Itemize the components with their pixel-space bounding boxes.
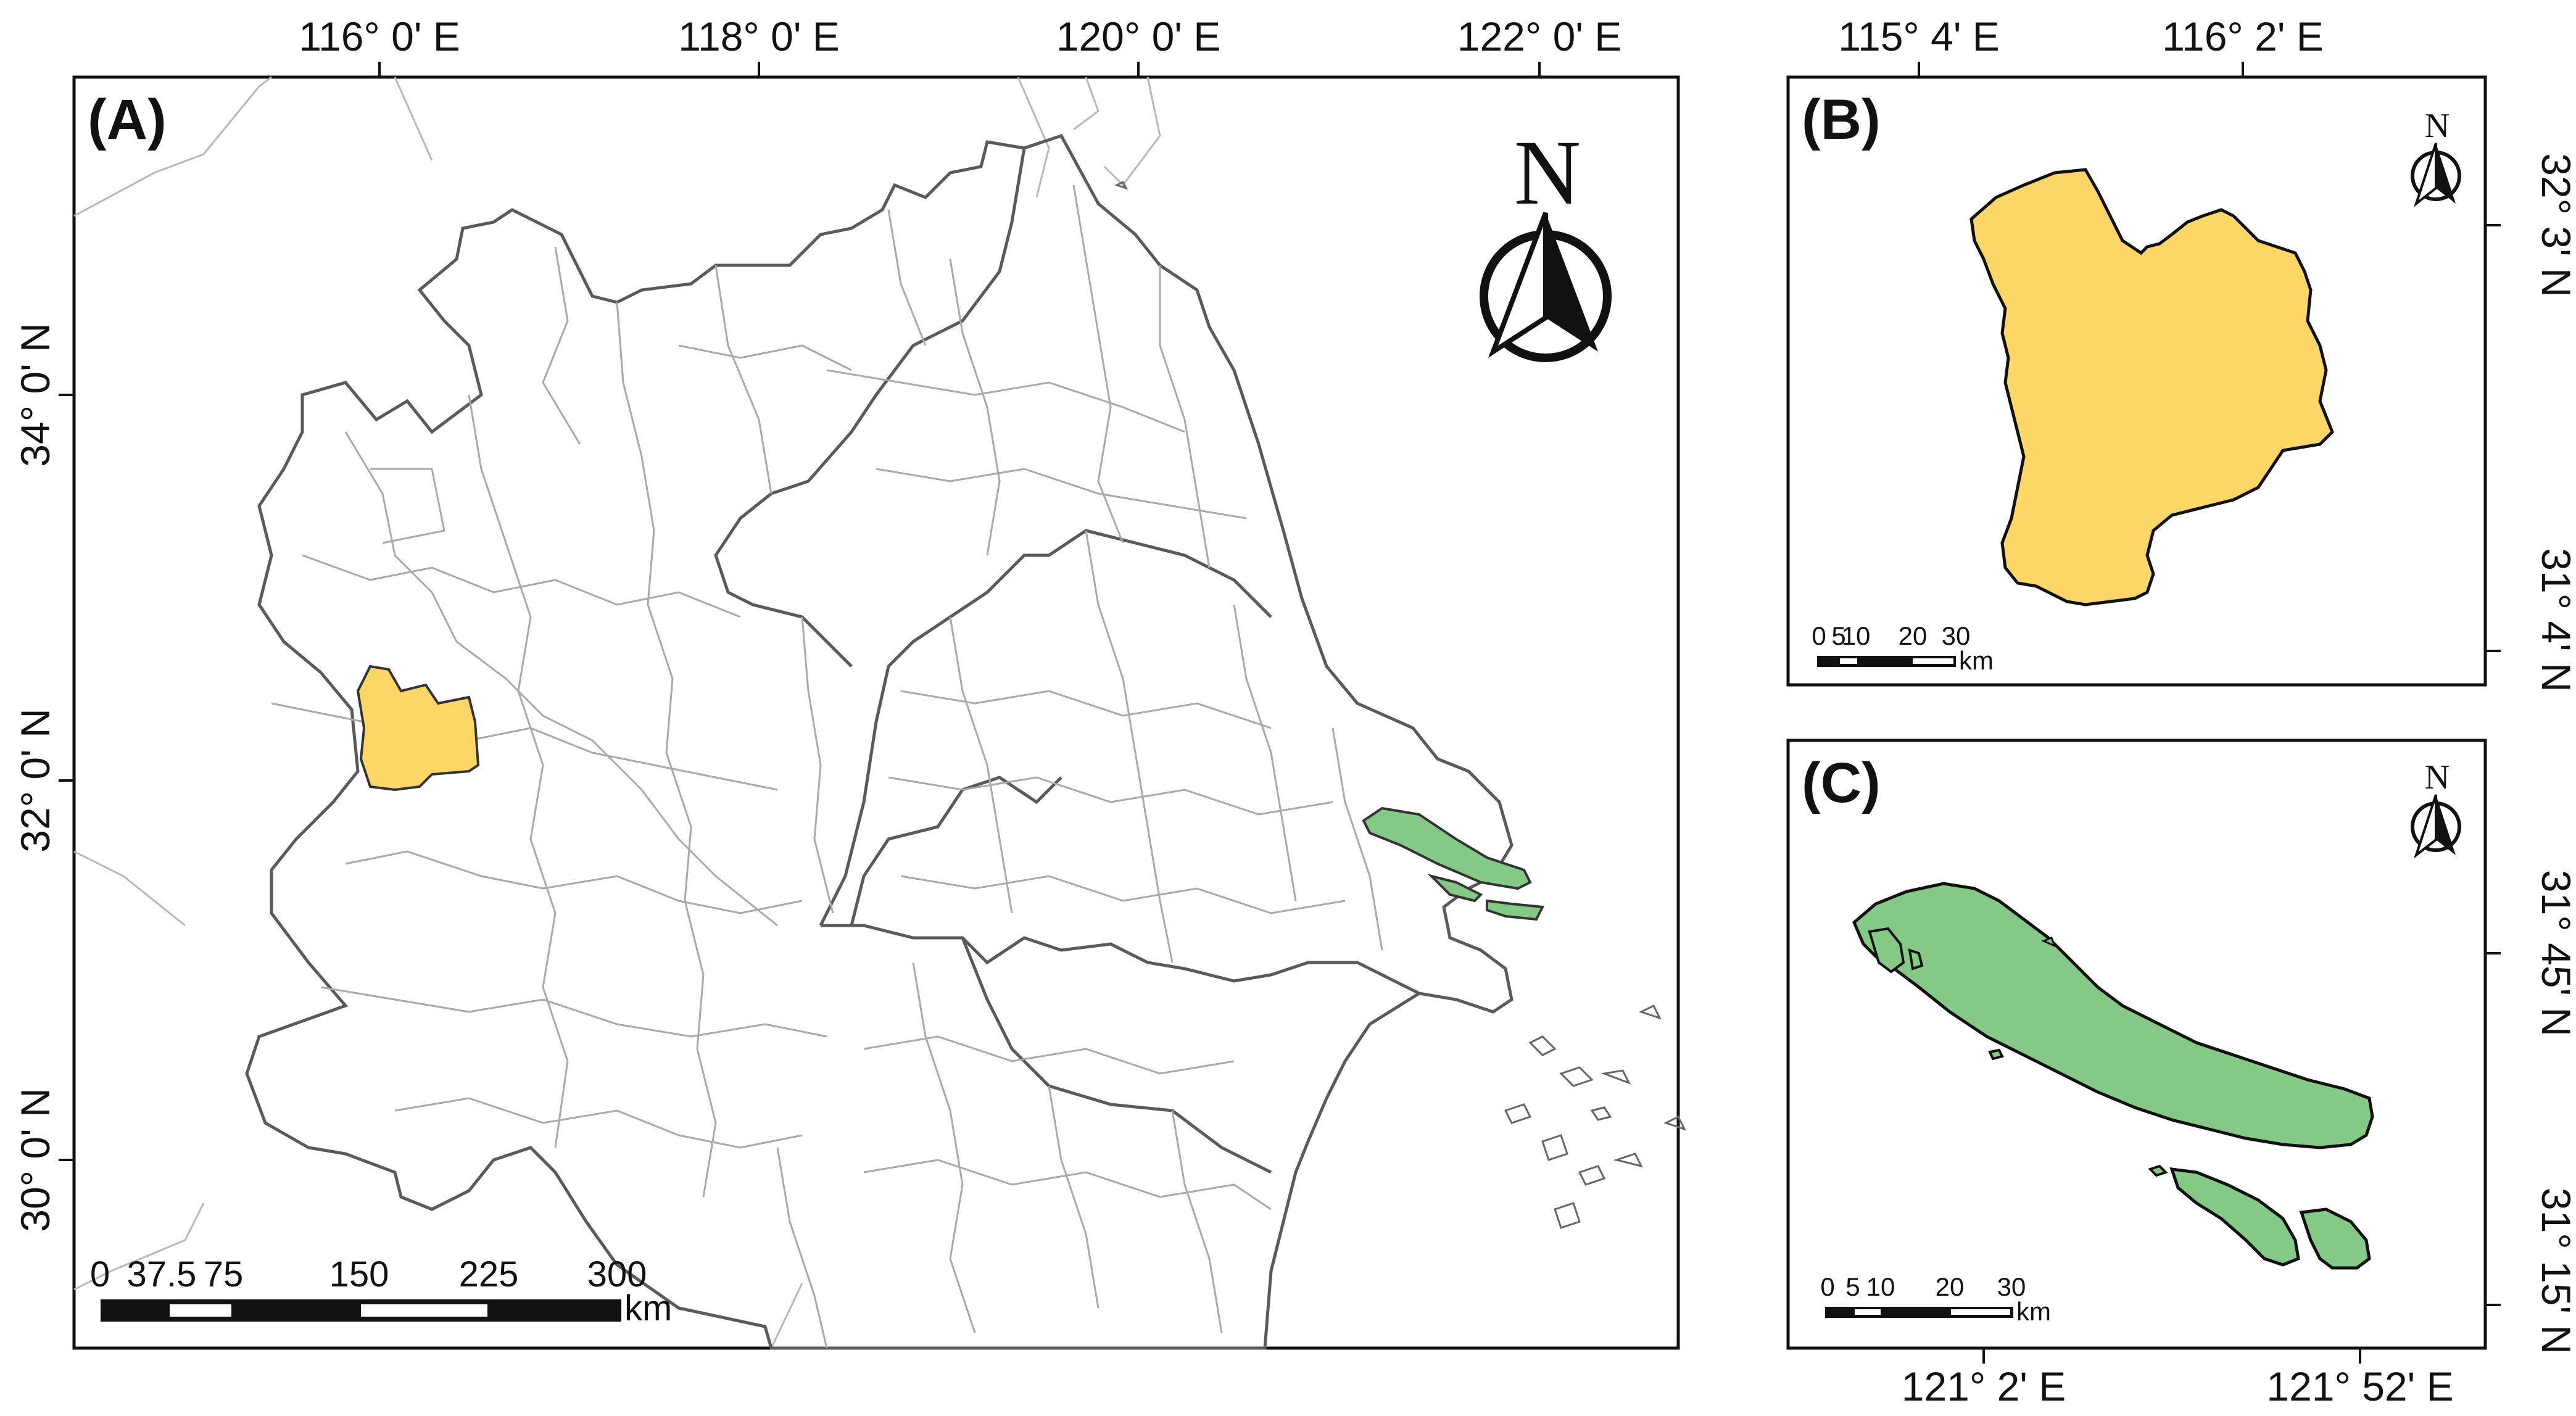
scale-tick-label: 20 bbox=[1899, 621, 1928, 650]
lat-ticks-b: 32° 3' N 31° 4' N bbox=[2485, 153, 2576, 692]
islands bbox=[1114, 180, 1686, 1229]
green-region-detail-tip bbox=[2041, 937, 2056, 948]
lat-tick-label: 31° 15' N bbox=[2533, 1188, 2576, 1354]
scale-tick-label: 37.5 bbox=[127, 1254, 197, 1294]
scale-unit: km bbox=[1959, 646, 1994, 675]
yellow-study-region bbox=[356, 665, 480, 792]
green-study-region-b bbox=[1427, 874, 1483, 903]
neighbor-borders bbox=[73, 76, 1161, 1349]
lon-ticks-a: 116° 0' E 118° 0' E 120° 0' E 122° 0' E bbox=[299, 14, 1621, 77]
green-region-detail-south-1 bbox=[2169, 1167, 2300, 1267]
north-arrow-b: N bbox=[2411, 107, 2461, 207]
scale-tick-label: 20 bbox=[1936, 1272, 1965, 1301]
scale-unit: km bbox=[2016, 1297, 2051, 1326]
panel-b: (B) N 0 5 10 20 30 km 115° 4' E 116° 2' … bbox=[1786, 14, 2576, 692]
lon-tick-label: 120° 0' E bbox=[1056, 14, 1221, 59]
lat-ticks-c: 31° 45' N 31° 15' N bbox=[2485, 870, 2576, 1354]
province-line-west bbox=[714, 147, 1026, 668]
scale-tick-label: 30 bbox=[1997, 1272, 2026, 1301]
scale-tick-label: 5 bbox=[1831, 621, 1845, 650]
scale-tick-label: 300 bbox=[587, 1254, 647, 1294]
scale-tick-label: 225 bbox=[459, 1254, 519, 1294]
study-area-boundary bbox=[245, 133, 1514, 1350]
panel-c-label: (C) bbox=[1802, 751, 1881, 814]
scale-tick-label: 150 bbox=[329, 1254, 389, 1294]
county-boundaries bbox=[271, 184, 1383, 1349]
lon-ticks-c: 121° 2' E 121° 52' E bbox=[1902, 1348, 2454, 1409]
scale-bar-c: 0 5 10 20 30 km bbox=[1820, 1272, 2051, 1326]
panel-b-label: (B) bbox=[1802, 88, 1881, 151]
panel-a: N 0 37.5 75 150 225 300 km (A) 116° 0' E bbox=[12, 14, 1686, 1350]
lon-tick-label: 121° 52' E bbox=[2266, 1364, 2453, 1409]
lon-tick-label: 116° 2' E bbox=[2162, 14, 2324, 59]
province-line-se bbox=[961, 937, 1272, 1174]
lat-tick-label: 32° 0' N bbox=[12, 708, 58, 852]
green-region-detail-islet-2 bbox=[1988, 1048, 2004, 1061]
province-line-central bbox=[850, 776, 1062, 926]
panel-a-label: (A) bbox=[88, 88, 167, 151]
green-region-detail-islet-3 bbox=[2148, 1164, 2168, 1177]
green-region-detail-south-2 bbox=[2299, 1207, 2371, 1270]
green-study-region-a bbox=[1362, 806, 1532, 890]
lon-tick-label: 116° 0' E bbox=[299, 14, 460, 59]
lon-tick-label: 118° 0' E bbox=[678, 14, 840, 59]
lat-tick-label: 32° 3' N bbox=[2533, 153, 2576, 297]
panel-c: (C) N 0 5 10 20 30 km bbox=[1786, 739, 2576, 1409]
green-region-detail-main bbox=[1852, 882, 2374, 1149]
scale-tick-label: 10 bbox=[1866, 1272, 1895, 1301]
green-region-detail-inlet bbox=[1868, 927, 1905, 974]
north-arrow-c: N bbox=[2411, 758, 2461, 859]
scale-tick-label: 0 bbox=[1820, 1272, 1834, 1301]
lat-tick-label: 31° 45' N bbox=[2533, 870, 2576, 1037]
green-region-detail-islet-1 bbox=[1908, 948, 1924, 971]
north-label-c: N bbox=[2425, 758, 2450, 797]
north-label-b: N bbox=[2425, 107, 2450, 145]
lat-ticks-a: 34° 0' N 32° 0' N 30° 0' N bbox=[12, 323, 74, 1232]
yellow-region-detail bbox=[1969, 168, 2334, 607]
scale-tick-label: 0 bbox=[1812, 621, 1826, 650]
scale-tick-label: 75 bbox=[204, 1254, 244, 1294]
scale-bar-a: 0 37.5 75 150 225 300 km bbox=[90, 1254, 672, 1328]
lon-tick-label: 122° 0' E bbox=[1457, 14, 1622, 59]
scale-unit: km bbox=[624, 1288, 672, 1328]
lon-ticks-b: 115° 4' E 116° 2' E bbox=[1838, 14, 2324, 77]
lat-tick-label: 34° 0' N bbox=[12, 323, 58, 466]
scale-tick-label: 10 bbox=[1842, 621, 1871, 650]
province-line-south bbox=[821, 924, 1420, 995]
north-arrow-a: N bbox=[1480, 122, 1612, 362]
lon-tick-label: 121° 2' E bbox=[1902, 1364, 2066, 1409]
lon-tick-label: 115° 4' E bbox=[1838, 14, 2000, 59]
scale-tick-label: 0 bbox=[90, 1254, 110, 1294]
province-line bbox=[819, 529, 1272, 927]
lat-tick-label: 30° 0' N bbox=[12, 1088, 58, 1232]
north-label-a: N bbox=[1514, 122, 1581, 224]
panel-a-frame bbox=[72, 75, 1680, 1350]
green-study-region-c bbox=[1486, 899, 1545, 921]
lat-tick-label: 31° 4' N bbox=[2533, 548, 2576, 692]
scale-bar-b: 0 5 10 20 30 km bbox=[1812, 621, 1994, 675]
scale-tick-label: 30 bbox=[1942, 621, 1971, 650]
scale-tick-label: 5 bbox=[1845, 1272, 1860, 1301]
